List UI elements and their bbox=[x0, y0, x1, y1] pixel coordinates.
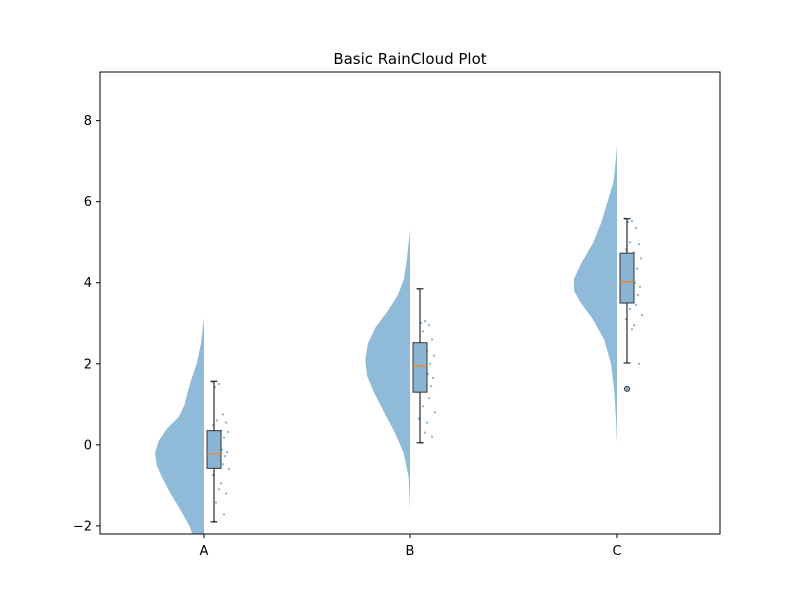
data-point-a bbox=[226, 430, 230, 434]
data-point-c bbox=[640, 314, 644, 317]
data-point-b bbox=[421, 330, 425, 333]
chart-title: Basic RainCloud Plot bbox=[333, 50, 486, 68]
data-point-b bbox=[427, 324, 431, 327]
data-point-c bbox=[639, 257, 643, 260]
y-tick-label: 4 bbox=[84, 276, 92, 291]
data-point-c bbox=[628, 241, 632, 244]
data-point-a bbox=[222, 436, 226, 439]
y-tick-label: 2 bbox=[84, 357, 92, 372]
data-point-b bbox=[433, 411, 437, 414]
data-point-a bbox=[221, 413, 225, 416]
data-point-b bbox=[427, 397, 431, 400]
data-point-b bbox=[432, 354, 436, 357]
data-point-a bbox=[222, 513, 226, 516]
box-a bbox=[206, 430, 222, 469]
data-point-a bbox=[223, 455, 227, 458]
violin-c bbox=[574, 144, 617, 445]
data-point-c bbox=[628, 307, 632, 311]
data-point-c bbox=[638, 285, 642, 288]
data-point-b bbox=[429, 384, 433, 388]
box-c bbox=[619, 252, 635, 304]
outlier-c bbox=[624, 385, 630, 392]
data-point-c bbox=[634, 226, 638, 230]
data-point-b bbox=[430, 338, 434, 341]
y-tick-label: 8 bbox=[84, 114, 92, 129]
data-point-c bbox=[630, 219, 634, 223]
data-point-a bbox=[224, 421, 228, 424]
data-point-c bbox=[634, 303, 638, 307]
data-point-a bbox=[225, 450, 229, 454]
data-point-a bbox=[224, 492, 228, 495]
x-tick-label: A bbox=[200, 544, 209, 559]
data-point-a bbox=[215, 419, 219, 422]
data-point-c bbox=[630, 328, 634, 331]
data-point-c bbox=[637, 362, 641, 365]
data-point-c bbox=[636, 293, 640, 297]
data-point-a bbox=[221, 463, 225, 466]
data-point-b bbox=[423, 320, 427, 323]
data-point-a bbox=[217, 382, 221, 386]
data-point-b bbox=[430, 435, 434, 438]
data-point-c bbox=[635, 267, 639, 270]
y-tick-label: 0 bbox=[84, 438, 92, 453]
y-tick-label: 6 bbox=[84, 195, 92, 210]
plot-area bbox=[155, 144, 644, 534]
data-point-b bbox=[428, 362, 432, 365]
x-tick-label: C bbox=[612, 544, 621, 559]
data-point-c bbox=[632, 324, 636, 327]
data-point-c bbox=[637, 243, 641, 246]
violin-a bbox=[155, 317, 204, 534]
data-point-a bbox=[214, 501, 218, 504]
data-point-b bbox=[423, 431, 427, 434]
data-point-b bbox=[421, 405, 425, 408]
box-b bbox=[412, 342, 428, 393]
data-point-b bbox=[431, 376, 435, 380]
x-tick-label: B bbox=[406, 544, 415, 559]
data-point-a bbox=[217, 488, 221, 491]
data-point-b bbox=[425, 421, 429, 424]
data-point-a bbox=[227, 468, 231, 471]
axes: −2 0 2 4 6 8 A B C bbox=[73, 71, 721, 559]
violin-b bbox=[365, 230, 410, 510]
data-point-a bbox=[219, 482, 223, 485]
y-tick-label: −2 bbox=[73, 519, 92, 534]
